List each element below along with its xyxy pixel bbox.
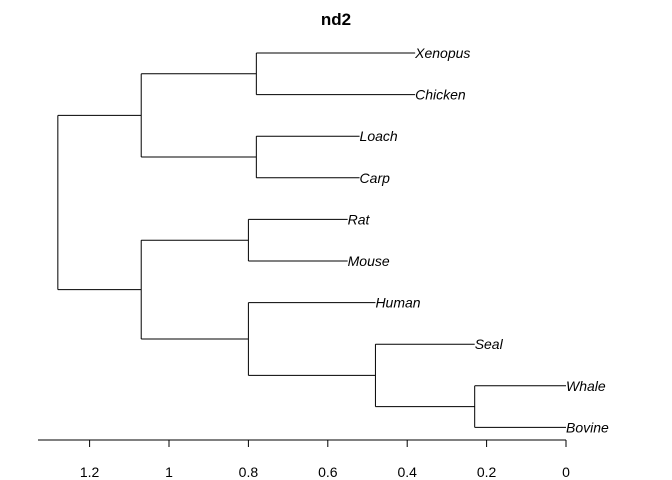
- leaf-label-mouse: Mouse: [348, 253, 390, 269]
- branches-group: [57, 52, 566, 428]
- leaf-label-rat: Rat: [348, 211, 371, 227]
- x-tick-label: 1: [165, 464, 173, 480]
- x-tick-label: 1.2: [80, 464, 100, 480]
- x-tick-label: 0.6: [318, 464, 338, 480]
- x-tick-label: 0: [562, 464, 570, 480]
- x-tick-label: 0.2: [477, 464, 497, 480]
- x-tick-label: 0.4: [397, 464, 417, 480]
- leaf-label-whale: Whale: [566, 378, 606, 394]
- leaf-label-bovine: Bovine: [566, 419, 609, 435]
- leaf-label-xenopus: Xenopus: [414, 45, 470, 61]
- chart-title: nd2: [321, 10, 351, 29]
- leaf-label-seal: Seal: [475, 336, 504, 352]
- leaf-label-carp: Carp: [360, 170, 391, 186]
- leaf-label-human: Human: [375, 295, 420, 311]
- x-tick-label: 0.8: [239, 464, 259, 480]
- leaf-labels-group: Xenopus Chicken Loach Carp Rat Mouse Human Seal…: [348, 45, 609, 435]
- x-axis: 1.2 1 0.8 0.6 0.4 0.2 0: [37, 439, 570, 480]
- leaf-label-chicken: Chicken: [415, 87, 466, 103]
- leaf-label-loach: Loach: [360, 128, 398, 144]
